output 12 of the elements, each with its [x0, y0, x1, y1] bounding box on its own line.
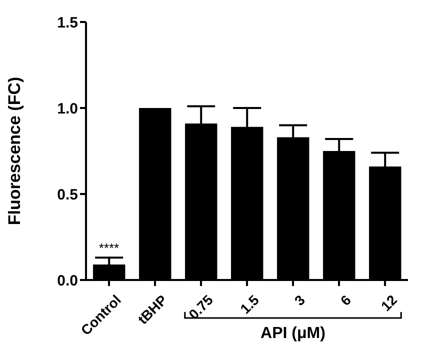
y-tick-label: 1.0	[57, 100, 78, 118]
x-axis-title: API (μM)	[260, 325, 326, 342]
x-tick-label: 6	[337, 292, 354, 309]
x-tick-label: 1.5	[236, 292, 262, 317]
x-tick-label: 3	[291, 292, 308, 309]
x-tick-label: 12	[378, 292, 400, 314]
annotation: ****	[98, 240, 120, 256]
x-tick-label: 0.75	[185, 292, 216, 322]
y-axis-title: Fluorescence (FC)	[5, 76, 24, 226]
y-tick-label: 0.5	[57, 186, 78, 204]
y-tick-label: 0.0	[57, 272, 78, 290]
y-tick-label: 1.5	[57, 14, 78, 32]
